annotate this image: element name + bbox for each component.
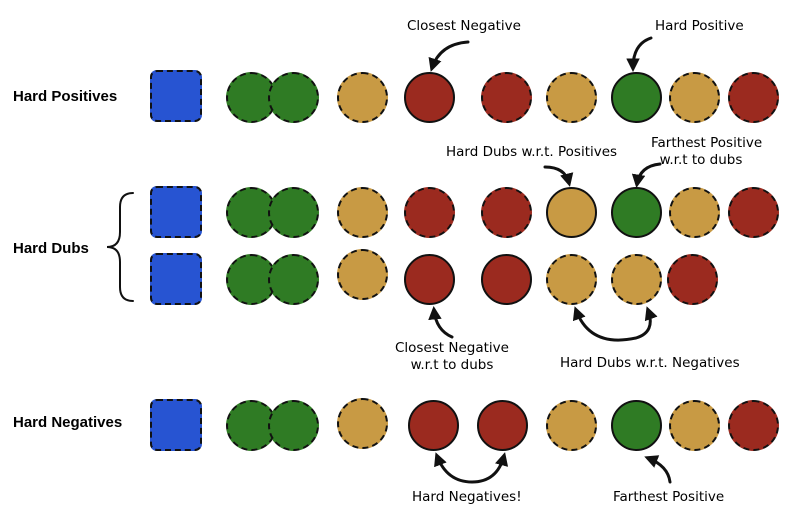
anchor-square: [150, 253, 202, 305]
hard-dub-wrt-positives-circle: [546, 187, 597, 238]
farthest-positive-wrt-dubs-circle: [611, 187, 662, 238]
curly-brace: [106, 192, 134, 302]
hard-dub-wrt-negatives-circle: [611, 254, 662, 305]
anchor-square: [150, 186, 202, 238]
dub-circle: [337, 187, 388, 238]
anchor-square: [150, 399, 202, 451]
closest-negative-wrt-dubs-arrow: [428, 305, 454, 339]
negative-circle: [728, 400, 779, 451]
farthest-positive-wrt-dubs-arrow: [631, 162, 662, 188]
negative-circle: [481, 72, 532, 123]
hard-positive-arrow: [626, 36, 653, 73]
annotation-closest-negative: Closest Negative: [407, 18, 521, 34]
positive-circle: [268, 254, 319, 305]
negative-circle: [667, 254, 718, 305]
farthest-positive-arrow: [644, 455, 672, 484]
annotation-hard-positive: Hard Positive: [655, 18, 744, 34]
dub-circle: [669, 187, 720, 238]
farthest-positive-circle: [611, 400, 662, 451]
negative-circle: [481, 187, 532, 238]
negative-circle: [728, 187, 779, 238]
negative-circle: [481, 254, 532, 305]
closest-negative-arrow: [428, 40, 470, 72]
hard-dubs-wrt-positives-arrow: [543, 165, 574, 187]
dub-circle: [337, 72, 388, 123]
row-label-hard-positives: Hard Positives: [13, 88, 118, 105]
dub-circle: [337, 249, 388, 300]
annotation-line: Closest Negative: [395, 340, 509, 356]
positive-circle: [268, 72, 319, 123]
annotation-line: Farthest Positive: [651, 135, 763, 151]
annotation-hard-dubs-wrt-positives: Hard Dubs w.r.t. Positives: [446, 144, 618, 160]
dub-circle: [337, 398, 388, 449]
annotation-hard-dubs-wrt-negatives: Hard Dubs w.r.t. Negatives: [560, 355, 740, 371]
closest-negative-wrt-dubs-circle: [404, 254, 455, 305]
annotation-closest-negative-wrt-dubs: Closest Negative w.r.t to dubs: [387, 340, 517, 374]
dub-circle: [669, 400, 720, 451]
hard-dub-wrt-negatives-circle: [546, 254, 597, 305]
annotation-farthest-positive-wrt-dubs: Farthest Positive w.r.t to dubs: [651, 135, 763, 169]
annotation-line: w.r.t to dubs: [659, 152, 743, 168]
annotation-farthest-positive: Farthest Positive: [613, 489, 725, 505]
closest-negative-circle: [404, 72, 455, 123]
hard-negative-circle: [477, 400, 528, 451]
dub-circle: [546, 72, 597, 123]
negative-circle: [728, 72, 779, 123]
dub-circle: [546, 400, 597, 451]
positive-circle: [268, 187, 319, 238]
anchor-square: [150, 70, 202, 122]
annotation-line: w.r.t to dubs: [410, 357, 494, 373]
hard-positive-circle: [611, 72, 662, 123]
row-label-hard-dubs: Hard Dubs: [13, 240, 89, 257]
row-label-hard-negatives: Hard Negatives: [13, 414, 123, 431]
hard-negatives-arrow: [434, 452, 509, 484]
hard-dubs-wrt-negatives-arrow: [572, 306, 658, 342]
hard-negative-circle: [408, 400, 459, 451]
dub-circle: [669, 72, 720, 123]
annotation-hard-negatives: Hard Negatives!: [412, 489, 522, 505]
positive-circle: [268, 400, 319, 451]
negative-circle: [404, 187, 455, 238]
